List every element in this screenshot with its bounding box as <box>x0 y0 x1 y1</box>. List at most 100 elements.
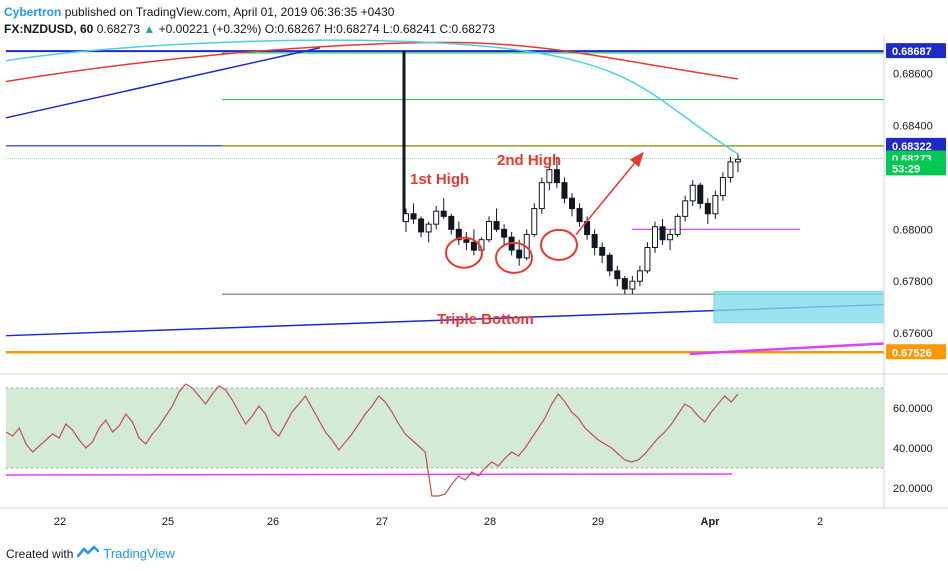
price-tag-bg <box>886 160 946 176</box>
price-tag-text: 0.68322 <box>892 141 932 153</box>
candle <box>674 213 681 238</box>
time-tick-label: 2 <box>817 516 823 528</box>
candle <box>538 177 545 214</box>
ma-cyan-line <box>5 39 739 155</box>
tradingview-brand[interactable]: TradingView <box>103 546 175 561</box>
symbol-label[interactable]: FX:NZDUSD, 60 <box>4 22 94 36</box>
candle <box>486 216 492 243</box>
up-arrow-icon: ▲ <box>143 22 156 36</box>
bottom-circle-3 <box>540 228 578 261</box>
candle-body <box>576 208 583 223</box>
candle <box>576 203 583 227</box>
candle-body <box>712 195 719 215</box>
candle-body <box>455 228 462 241</box>
ma-red-line <box>5 41 739 83</box>
author-link[interactable]: Cybertron <box>4 5 62 19</box>
candle <box>667 229 674 251</box>
candle-body <box>697 184 704 204</box>
bottom-circle-2 <box>495 241 533 274</box>
candle <box>629 276 636 295</box>
candle <box>410 203 417 225</box>
candle-body <box>486 221 492 241</box>
price-tag-text: 0.67526 <box>892 347 932 359</box>
last-price: 0.68273 <box>96 22 141 36</box>
price-tick-label: 0.67800 <box>893 276 933 288</box>
candle <box>448 213 455 235</box>
footer: Created with TradingView <box>6 545 175 562</box>
candle-body <box>727 161 734 178</box>
candle-body <box>591 234 598 248</box>
rsi-pane <box>5 383 884 497</box>
ohlc-values: O:0.68267 H:0.68274 L:0.68241 C:0.68273 <box>264 22 495 36</box>
candle-body <box>538 182 545 210</box>
candle <box>463 231 470 251</box>
rsi-tick-label: 40.0000 <box>893 443 933 455</box>
breakout-arrow <box>575 151 644 236</box>
magenta-trendline <box>689 342 885 356</box>
rsi-tick-label: 60.0000 <box>893 403 933 415</box>
price-tick-label: 0.67600 <box>893 328 933 340</box>
candle <box>501 224 508 245</box>
candle-body <box>493 221 500 230</box>
price-tick-label: 0.68400 <box>893 121 933 133</box>
bottom-circle-1 <box>445 236 483 269</box>
candle-body <box>440 210 447 217</box>
candle-body <box>735 158 741 163</box>
second-high-label: 2nd High <box>497 152 561 169</box>
candle <box>659 218 666 245</box>
publish-line: Cybertron published on TradingView.com, … <box>4 4 495 21</box>
candle-body <box>682 200 689 217</box>
candle <box>682 195 689 222</box>
candle <box>561 177 568 204</box>
price-tag-bg <box>886 137 946 153</box>
candle-body <box>561 182 568 199</box>
price-pane <box>5 39 885 356</box>
price-change: +0.00221 (+0.32%) <box>158 22 262 36</box>
candle <box>493 208 500 232</box>
candle-body <box>410 213 417 220</box>
candle-body <box>614 270 621 280</box>
candle <box>697 182 704 209</box>
axes: 0.68600 0.68400 0.68000 0.67800 0.67600 60.00… <box>0 36 948 528</box>
rsi-band <box>6 388 884 468</box>
candle <box>553 156 560 188</box>
price-tag: 0.68687 <box>886 43 946 59</box>
candle <box>727 156 734 183</box>
candle <box>546 161 553 191</box>
candle-body <box>719 176 726 197</box>
candle <box>418 216 425 238</box>
rsi-tick-label: 20.0000 <box>893 483 933 495</box>
tradingview-logo-icon <box>77 545 100 562</box>
candle-body <box>621 278 628 290</box>
created-with-text: Created with <box>6 546 74 561</box>
candle-body <box>652 226 658 248</box>
price-tag-text: 53:29 <box>892 163 920 175</box>
candle <box>470 229 477 256</box>
candle <box>403 208 409 232</box>
price-tag-text: 0.68687 <box>892 46 932 58</box>
candle-body <box>689 184 696 202</box>
price-tag: 0.67526 <box>886 344 946 360</box>
candle-body <box>667 234 674 241</box>
candle <box>440 198 447 219</box>
price-tick-label: 0.68000 <box>893 224 933 236</box>
rising-trendline-top <box>5 47 321 119</box>
candle <box>531 203 538 238</box>
time-tick-label: 27 <box>376 516 388 528</box>
candle <box>569 193 575 217</box>
candle-body <box>418 218 425 233</box>
candle-body <box>629 280 636 290</box>
rsi-line <box>5 383 739 497</box>
candle <box>455 221 462 245</box>
price-tag-bg <box>886 344 946 360</box>
time-tick-label: 22 <box>54 516 66 528</box>
candle <box>606 252 613 277</box>
candle <box>433 206 440 230</box>
first-high-label: 1st High <box>410 171 469 188</box>
candle-body <box>463 239 470 243</box>
candle-body <box>659 226 666 241</box>
symbol-line: FX:NZDUSD, 60 0.68273 ▲ +0.00221 (+0.32%… <box>4 21 495 38</box>
candle-body <box>636 270 643 282</box>
candle <box>644 242 651 274</box>
